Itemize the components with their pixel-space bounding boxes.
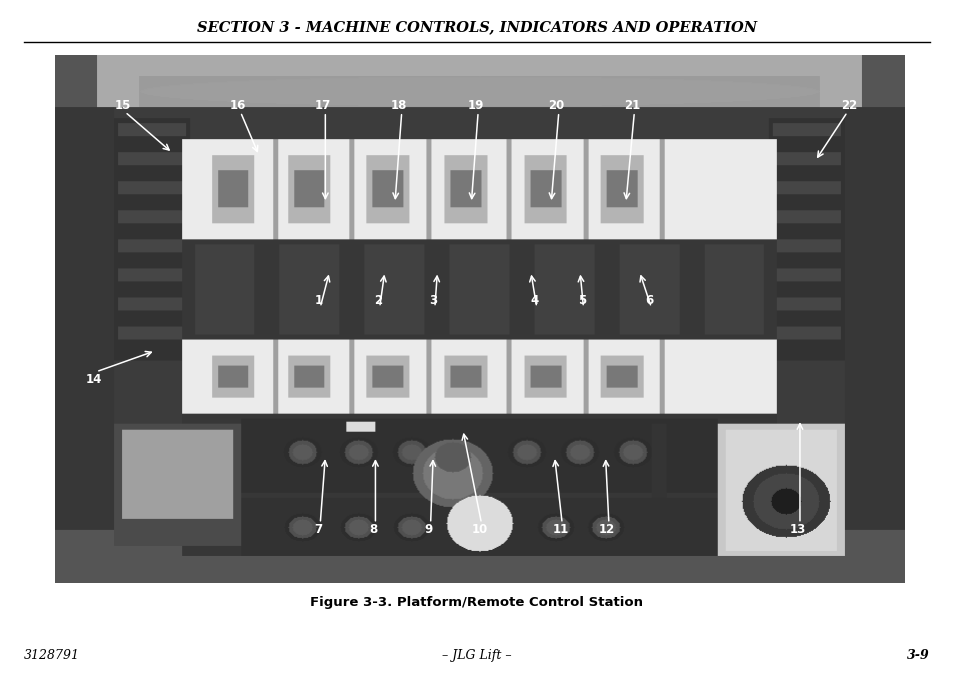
Text: 21: 21 — [624, 99, 640, 112]
Text: 16: 16 — [230, 99, 246, 112]
Text: 15: 15 — [115, 99, 132, 112]
Text: 5: 5 — [577, 294, 585, 307]
Text: Figure 3-3. Platform/Remote Control Station: Figure 3-3. Platform/Remote Control Stat… — [310, 596, 643, 610]
Text: 1: 1 — [314, 294, 322, 307]
Text: 7: 7 — [314, 523, 322, 537]
Text: 4: 4 — [531, 294, 538, 307]
Text: 14: 14 — [85, 373, 102, 386]
Text: 8: 8 — [369, 523, 377, 537]
Text: 9: 9 — [424, 523, 433, 537]
Text: 18: 18 — [391, 99, 407, 112]
Text: – JLG Lift –: – JLG Lift – — [442, 649, 511, 662]
Text: 3: 3 — [429, 294, 436, 307]
Text: 3-9: 3-9 — [906, 649, 929, 662]
Text: 2: 2 — [374, 294, 381, 307]
Text: 11: 11 — [552, 523, 568, 537]
Text: SECTION 3 - MACHINE CONTROLS, INDICATORS AND OPERATION: SECTION 3 - MACHINE CONTROLS, INDICATORS… — [196, 20, 757, 34]
Text: 19: 19 — [467, 99, 483, 112]
Text: 6: 6 — [645, 294, 653, 307]
Text: 3128791: 3128791 — [24, 649, 80, 662]
Text: 12: 12 — [598, 523, 615, 537]
Text: 20: 20 — [548, 99, 564, 112]
Text: 22: 22 — [841, 99, 857, 112]
Text: 17: 17 — [314, 99, 331, 112]
Text: 13: 13 — [789, 523, 805, 537]
Text: 10: 10 — [471, 523, 488, 537]
